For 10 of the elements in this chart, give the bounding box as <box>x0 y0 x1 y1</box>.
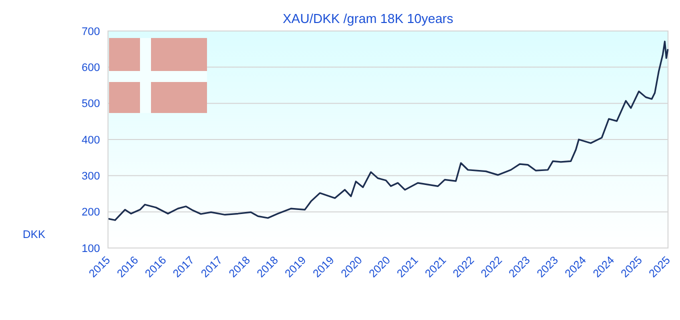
y-tick-label: 500 <box>82 98 100 110</box>
y-tick-label: 400 <box>82 134 100 146</box>
y-tick-label: 300 <box>82 170 100 183</box>
y-tick-label: 200 <box>82 206 100 219</box>
y-tick-label: 700 <box>82 26 100 38</box>
y-tick-label: 600 <box>82 62 100 74</box>
y-tick-label: 100 <box>82 242 100 255</box>
y-axis-title: DKK <box>22 229 46 241</box>
line-series <box>107 40 669 221</box>
chart-title: XAU/DKK /gram 18K 10years <box>282 11 454 26</box>
